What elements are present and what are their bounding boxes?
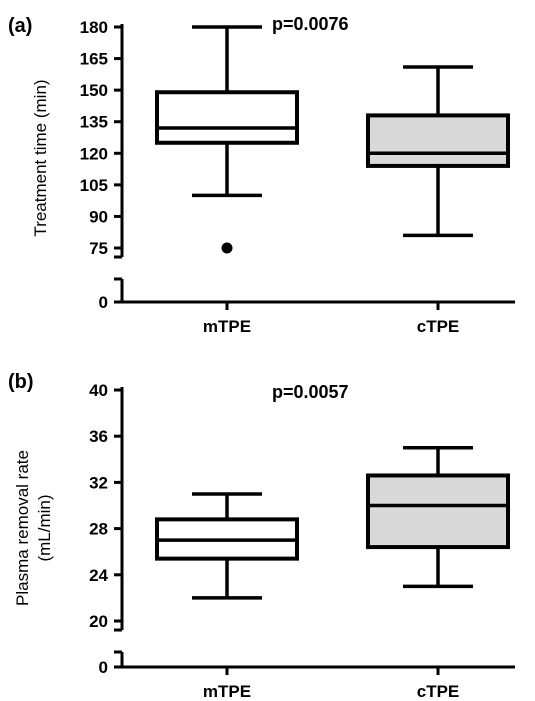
x-categories-a: mTPE cTPE: [203, 317, 459, 336]
y-tick-label-90: 90: [89, 207, 108, 226]
y-tick-label-24: 24: [89, 566, 108, 585]
box-cTPE: [366, 446, 510, 589]
y-tick-label-32: 32: [89, 473, 108, 492]
y-tick-label-75: 75: [89, 239, 108, 258]
y-ticks-b: 20 24 28 32 36 40 0: [89, 381, 122, 677]
boxes-a: [155, 25, 510, 254]
panel-b: (b) p=0.0057 Plasma removal rate (mL/min…: [8, 371, 515, 701]
p-value-a: p=0.0076: [272, 14, 349, 34]
x-category-label-mTPE: mTPE: [203, 682, 251, 701]
y-axis-label-b: Plasma removal rate (mL/min): [13, 450, 54, 606]
y-axis-a: [114, 24, 515, 310]
outlier-point: [221, 242, 233, 254]
y-axis-label-b-line1: Plasma removal rate: [13, 450, 32, 606]
y-tick-label-180: 180: [80, 18, 108, 37]
y-tick-label-28: 28: [89, 520, 108, 539]
x-category-label-mTPE: mTPE: [203, 317, 251, 336]
y-tick-label-0: 0: [99, 293, 108, 312]
y-tick-label-165: 165: [80, 50, 108, 69]
y-tick-label-20: 20: [89, 612, 108, 631]
y-axis-label-b-line2: (mL/min): [35, 494, 54, 561]
y-axis-label-a: Treatment time (min): [31, 79, 50, 236]
x-category-label-cTPE: cTPE: [417, 682, 460, 701]
y-tick-label-40: 40: [89, 381, 108, 400]
panel-a: (a) p=0.0076 Treatment time (min) 75 90 10…: [8, 14, 515, 336]
interquartile-box: [366, 473, 510, 550]
panel-label-a: (a): [8, 15, 32, 37]
y-tick-label-135: 135: [80, 113, 108, 132]
interquartile-box: [155, 90, 299, 145]
y-tick-label-0: 0: [99, 658, 108, 677]
y-axis-b: [114, 387, 515, 675]
boxes-b: [155, 446, 510, 600]
panel-label-b: (b): [8, 371, 34, 393]
x-category-label-cTPE: cTPE: [417, 317, 460, 336]
x-categories-b: mTPE cTPE: [203, 682, 459, 701]
box-mTPE: [155, 492, 299, 600]
y-tick-label-105: 105: [80, 176, 108, 195]
y-tick-label-36: 36: [89, 427, 108, 446]
y-ticks-a: 75 90 105 120 135 150 165 180 0: [80, 18, 122, 312]
interquartile-box: [366, 113, 510, 168]
y-tick-label-150: 150: [80, 81, 108, 100]
y-tick-label-120: 120: [80, 144, 108, 163]
box-cTPE: [366, 65, 510, 238]
box-mTPE: [155, 25, 299, 254]
p-value-b: p=0.0057: [272, 382, 349, 402]
